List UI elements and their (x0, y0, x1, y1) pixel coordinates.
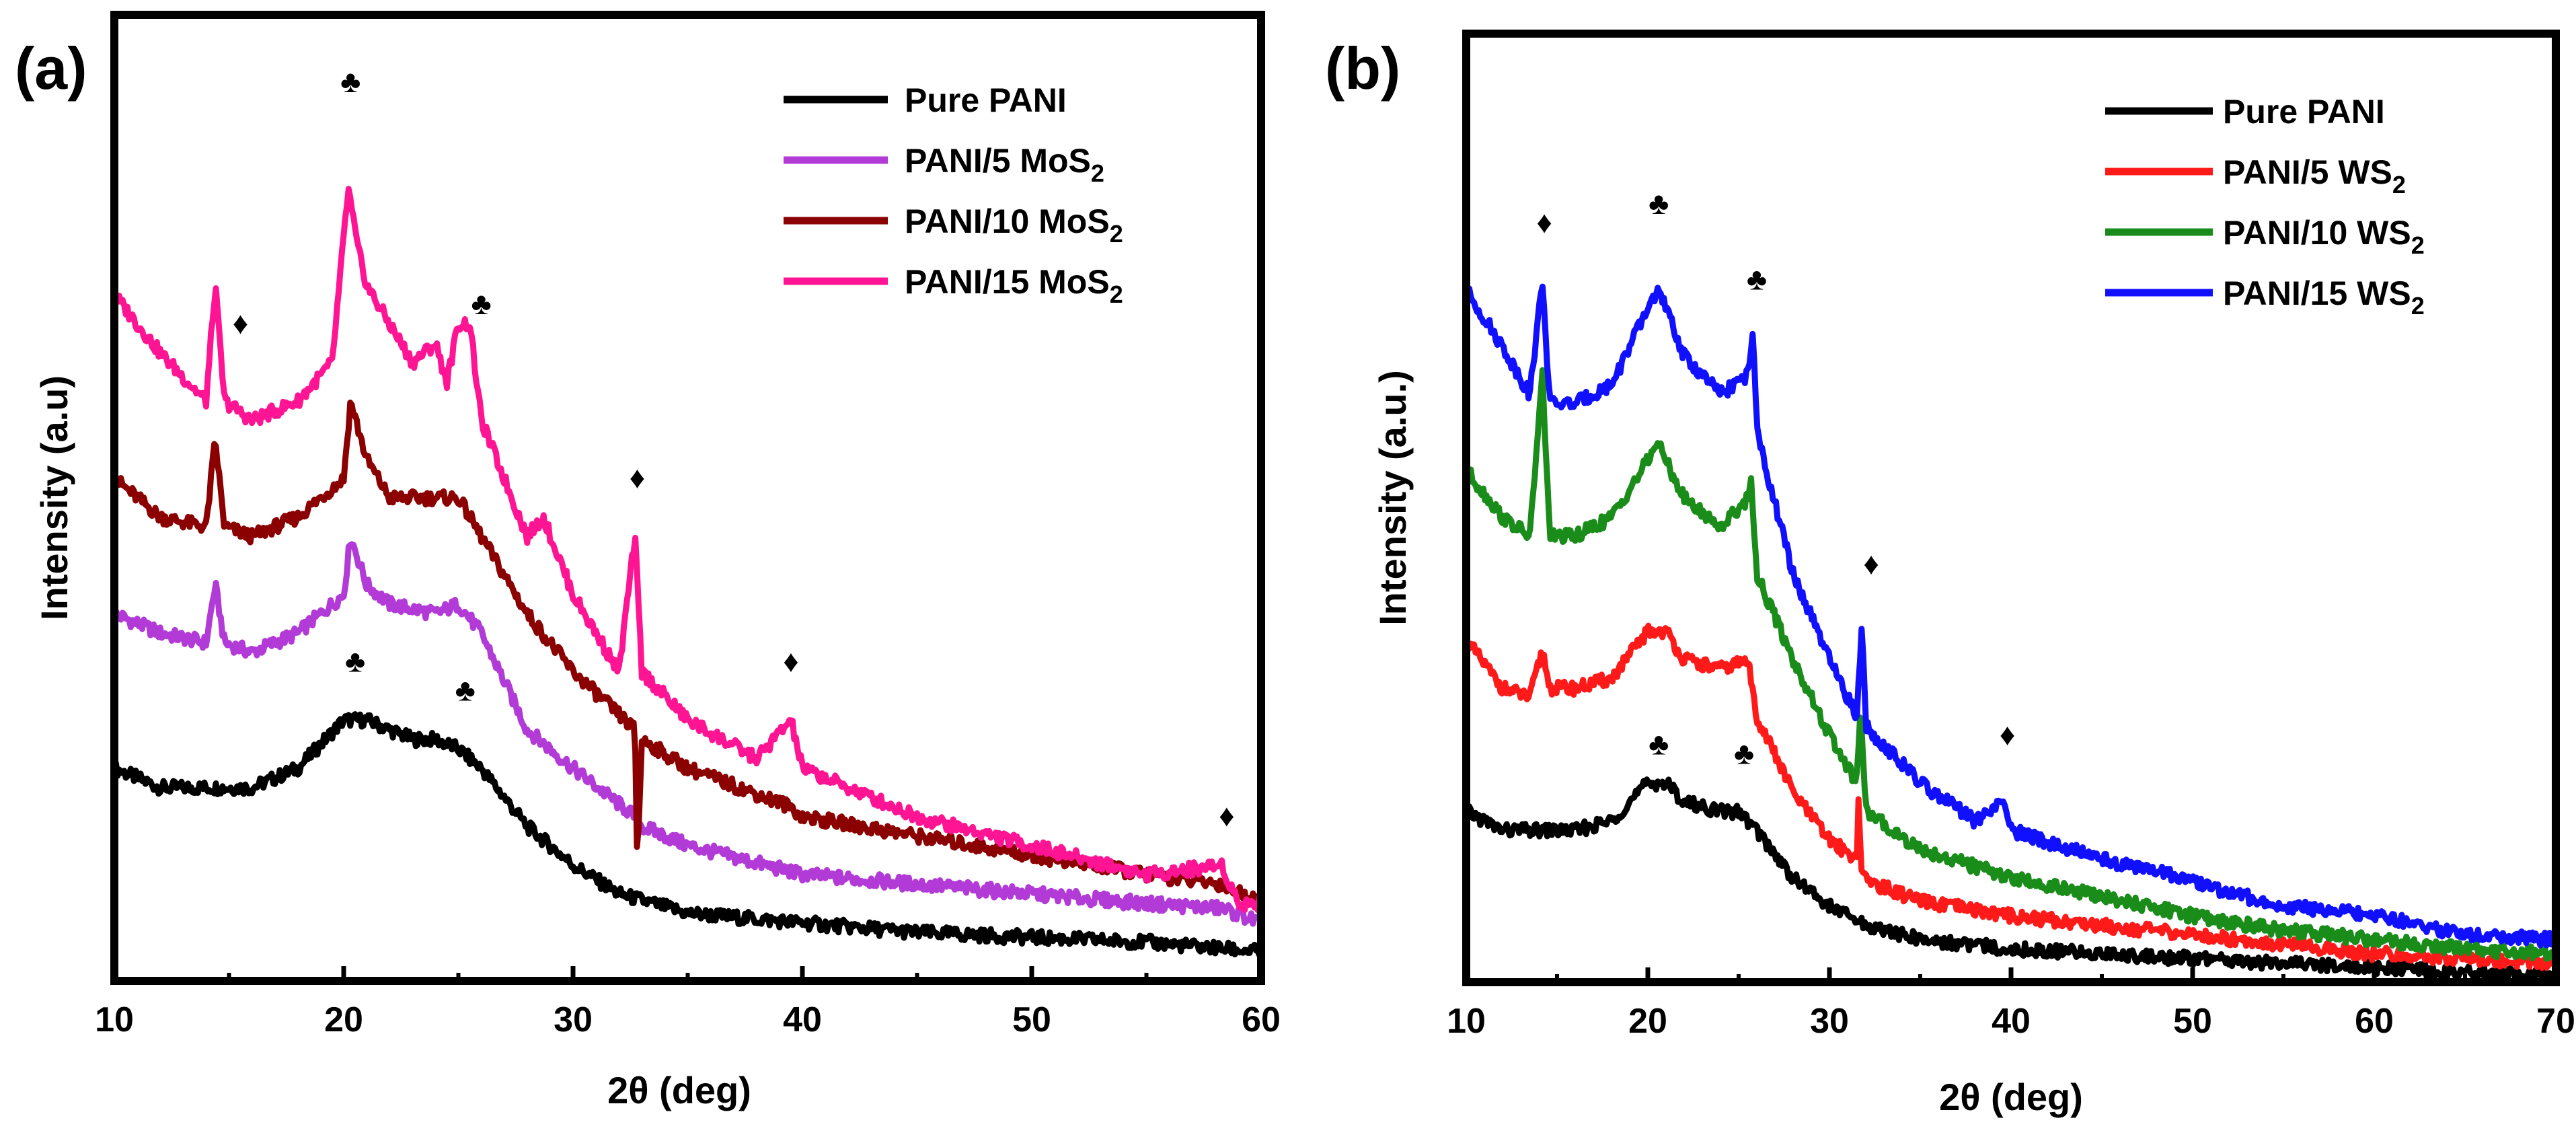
legend-label: PANI/15 MoS2 (905, 263, 1123, 308)
club-peak-marker: ♣ (1747, 262, 1767, 297)
legend-label: Pure PANI (905, 81, 1067, 119)
panel-a: (a) ♦ ♣ ♣ ♦ ♦ ♦ ♣ ♣ 10 20 30 40 50 60 2θ (deg) Inten… (15, 11, 1281, 1111)
panel-a-x-ticks: 10 20 30 40 50 60 (95, 966, 1281, 1039)
panel-a-y-axis-title: Intensity (a.u) (33, 375, 75, 620)
series-line-1 (1464, 776, 2558, 985)
club-peak-marker: ♣ (340, 64, 361, 99)
legend-label: Pure PANI (2223, 93, 2385, 131)
diamond-peak-marker: ♦ (1219, 798, 1234, 833)
panel-b-legend: Pure PANI PANI/5 WS2 PANI/10 WS2 PANI/15 WS… (2105, 93, 2425, 320)
x-tick-label: 50 (1012, 1000, 1051, 1039)
diamond-peak-marker: ♦ (2000, 717, 2015, 752)
panel-b-x-axis-title: 2θ (deg) (1939, 1076, 2083, 1118)
legend-label: PANI/5 WS2 (2223, 153, 2406, 198)
series-line-3 (112, 400, 1263, 913)
panel-a-label: (a) (15, 35, 87, 102)
x-tick-label: 20 (324, 1000, 363, 1039)
club-peak-marker: ♣ (1649, 727, 1669, 762)
legend-label: PANI/15 WS2 (2223, 274, 2425, 320)
x-tick-label: 40 (1992, 1002, 2031, 1041)
diamond-peak-marker: ♦ (783, 643, 798, 678)
series-line-3 (1463, 367, 2559, 962)
panel-a-x-axis-title: 2θ (deg) (607, 1069, 751, 1111)
diamond-peak-marker: ♦ (233, 305, 248, 340)
x-tick-label: 30 (1810, 1002, 1849, 1041)
series-line-1 (111, 711, 1264, 959)
x-tick-label: 60 (1242, 1000, 1281, 1039)
x-tick-label: 10 (95, 1000, 134, 1039)
legend-label: PANI/10 WS2 (2223, 214, 2425, 259)
panel-b-y-axis-title: Intensity (a.u.) (1371, 370, 1414, 626)
series-line-4 (112, 186, 1264, 914)
panel-a-markers: ♦ ♣ ♣ ♦ ♦ ♦ ♣ ♣ (233, 64, 1235, 833)
club-peak-marker: ♣ (1734, 736, 1754, 771)
x-tick-label: 50 (2173, 1002, 2212, 1041)
panel-b-series (1463, 283, 2559, 985)
series-line-4 (1464, 283, 2558, 949)
diamond-peak-marker: ♦ (630, 460, 645, 495)
x-tick-label: 20 (1628, 1002, 1667, 1041)
panel-a-legend: Pure PANI PANI/5 MoS2 PANI/10 MoS2 PANI/15 … (784, 81, 1123, 308)
diamond-peak-marker: ♦ (1536, 205, 1552, 239)
panel-b: (b) ♦ ♣ ♣ ♦ ♦ ♣ ♣ 10 20 30 40 50 60 70 2θ (deg) Inte… (1325, 30, 2575, 1118)
panel-a-series (111, 186, 1264, 959)
panel-b-markers: ♦ ♣ ♣ ♦ ♦ ♣ ♣ (1536, 186, 2015, 771)
club-peak-marker: ♣ (471, 286, 492, 321)
panel-b-label: (b) (1325, 35, 1400, 102)
x-tick-label: 10 (1447, 1002, 1486, 1041)
x-tick-label: 60 (2355, 1002, 2394, 1041)
club-peak-marker: ♣ (1649, 186, 1669, 221)
panel-b-x-ticks: 10 20 30 40 50 60 70 (1447, 967, 2575, 1041)
x-tick-label: 30 (554, 1000, 593, 1039)
series-line-2 (1463, 622, 2559, 971)
legend-label: PANI/10 MoS2 (905, 202, 1123, 248)
x-tick-label: 40 (783, 1000, 822, 1039)
diamond-peak-marker: ♦ (1863, 546, 1879, 581)
series-line-2 (111, 541, 1263, 927)
legend-label: PANI/5 MoS2 (905, 142, 1104, 187)
x-tick-label: 70 (2536, 1002, 2575, 1041)
club-peak-marker: ♣ (345, 643, 365, 678)
club-peak-marker: ♣ (455, 673, 476, 708)
